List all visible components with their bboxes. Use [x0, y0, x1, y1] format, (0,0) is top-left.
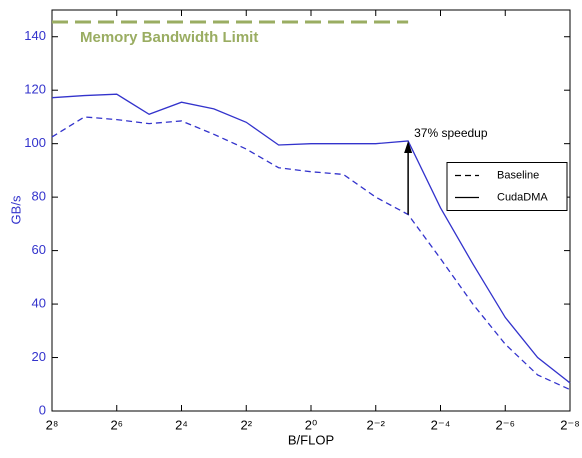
x-tick-label: 2⁻⁸ [560, 417, 580, 432]
x-tick-label: 2⁻⁶ [496, 417, 515, 432]
arrow-head [404, 140, 413, 153]
x-tick-label: 2⁰ [305, 417, 317, 432]
y-tick-label: 0 [39, 402, 46, 417]
line-series [51, 116, 571, 391]
legend-box [446, 162, 568, 211]
limit-label: Memory Bandwidth Limit [80, 29, 258, 46]
y-tick-label: 120 [24, 82, 46, 97]
y-tick-label: 20 [32, 349, 46, 364]
x-tick-label: 2² [240, 417, 252, 432]
legend-label: CudaDMA [497, 191, 548, 203]
y-tick-label: 60 [32, 242, 46, 257]
x-tick-label: 2⁴ [175, 417, 188, 432]
x-axis-label: B/FLOP [288, 432, 334, 447]
x-tick-label: 2⁸ [46, 417, 59, 432]
y-tick-label: 80 [32, 189, 46, 204]
y-axis-label: GB/s [8, 195, 23, 224]
x-tick-label: 2⁶ [110, 417, 123, 432]
y-tick-label: 40 [32, 296, 46, 311]
x-tick-label: 2⁻² [367, 417, 386, 432]
line-series [51, 93, 571, 384]
speedup-label: 37% speedup [414, 126, 488, 140]
y-tick-label: 100 [24, 135, 46, 150]
y-tick-label: 140 [24, 28, 46, 43]
legend-label: Baseline [497, 169, 539, 181]
x-tick-label: 2⁻⁴ [431, 417, 451, 432]
